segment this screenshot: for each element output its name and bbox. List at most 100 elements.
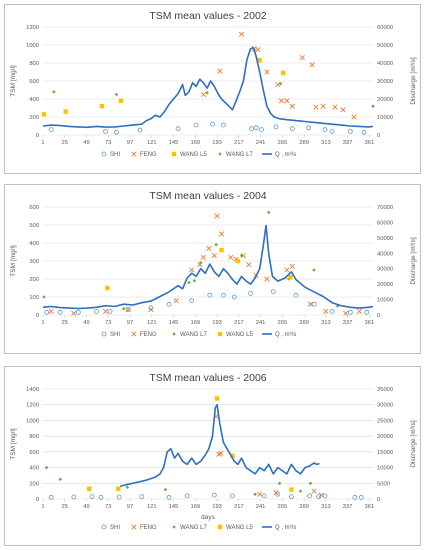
data-point-wang-l7 bbox=[52, 90, 56, 94]
y-tick-label: 0 bbox=[36, 133, 39, 139]
x-tick-label: 1 bbox=[41, 320, 44, 326]
data-point-shi bbox=[307, 493, 312, 499]
series-shi bbox=[48, 491, 364, 500]
y-axis-label: TSM [mg/l] bbox=[10, 65, 17, 97]
data-point-shi bbox=[175, 126, 181, 132]
data-point-feng bbox=[318, 492, 324, 498]
data-point-shi bbox=[361, 129, 367, 135]
legend-item-feng: FENG bbox=[131, 524, 157, 531]
x-tick-label: 289 bbox=[299, 504, 309, 510]
data-point-feng bbox=[289, 263, 295, 270]
y2-tick-label: 70000 bbox=[377, 205, 393, 211]
data-point-feng bbox=[102, 308, 109, 315]
data-point-feng bbox=[218, 231, 225, 237]
data-point-feng bbox=[289, 103, 295, 109]
x-tick-label: 145 bbox=[169, 320, 179, 326]
data-point-feng bbox=[211, 252, 217, 259]
data-point-shi bbox=[75, 309, 81, 315]
data-point-shi bbox=[125, 307, 131, 312]
y2-tick-label: 20000 bbox=[377, 434, 393, 440]
data-point-wang-l7 bbox=[312, 268, 316, 272]
data-point-wang-l7 bbox=[239, 253, 244, 258]
data-point-wang-l7 bbox=[205, 90, 209, 95]
data-point-shi bbox=[230, 493, 235, 499]
chart-panel-2006: TSM mean values - 2006 0 200 400 600 800 1000 1… bbox=[4, 366, 421, 546]
chart-panel-2004: TSM mean values - 2004 0 100 200 300 400 500 60… bbox=[4, 184, 421, 354]
y-tick-label: 100 bbox=[29, 295, 39, 301]
chart-2002-svg: TSM mean values - 2002 0 200 400 600 800 1000 1… bbox=[10, 10, 417, 158]
data-point-shi bbox=[166, 495, 172, 500]
data-point-feng bbox=[218, 450, 224, 457]
data-point-feng bbox=[264, 69, 270, 75]
data-point-feng bbox=[71, 310, 77, 316]
y-tick-label: 600 bbox=[29, 79, 39, 85]
data-point-shi bbox=[210, 121, 215, 127]
x-tick-label: 73 bbox=[105, 140, 111, 146]
y2-tick-label: 20000 bbox=[377, 97, 393, 103]
data-point-shi bbox=[211, 492, 217, 498]
x-tick-label: 1 bbox=[41, 504, 44, 510]
data-point-wang-l7 bbox=[278, 81, 283, 86]
data-point-shi bbox=[114, 129, 119, 135]
y-tick-label: 1200 bbox=[26, 403, 39, 409]
x-tick-label: 193 bbox=[212, 504, 222, 510]
y2-tick-label: 60000 bbox=[377, 25, 393, 31]
legend-item-wang-l7: WANG L7 bbox=[172, 525, 207, 531]
data-point-feng bbox=[351, 114, 357, 120]
data-point-feng bbox=[125, 306, 131, 313]
series-shi bbox=[48, 121, 367, 135]
data-point-shi bbox=[275, 491, 281, 497]
data-point-shi bbox=[207, 292, 213, 298]
legend-label: WANG L5 bbox=[226, 525, 253, 531]
y-tick-label: 1000 bbox=[26, 43, 39, 49]
y2-axis-label: Discharge [m³/s] bbox=[410, 420, 417, 468]
data-point-shi bbox=[221, 292, 226, 298]
data-point-feng bbox=[275, 81, 281, 88]
x-tick-label: 361 bbox=[365, 504, 375, 510]
series-q-m-s bbox=[119, 403, 320, 488]
x-tick-label: 241 bbox=[256, 320, 266, 326]
x-tick-label: 289 bbox=[299, 140, 309, 146]
data-point-shi bbox=[94, 309, 99, 314]
data-point-wang-l7 bbox=[277, 481, 282, 486]
y-tick-label: 400 bbox=[29, 97, 39, 103]
x-tick-label: 169 bbox=[190, 320, 200, 326]
x-tick-label: 145 bbox=[169, 504, 179, 510]
y2-tick-label: 30000 bbox=[377, 267, 393, 273]
data-point-shi bbox=[116, 494, 122, 500]
data-point-shi bbox=[184, 493, 190, 499]
x-tick-label: 313 bbox=[321, 504, 331, 510]
x-tick-label: 337 bbox=[343, 504, 353, 510]
y2-tick-label: 15000 bbox=[377, 450, 393, 456]
data-point-feng bbox=[173, 297, 179, 304]
series-q-m-s bbox=[42, 224, 374, 310]
series-wang-l7 bbox=[52, 81, 375, 108]
y-tick-label: 0 bbox=[36, 497, 39, 503]
data-point-wang-l7 bbox=[58, 477, 63, 482]
legend-label: SHI bbox=[110, 332, 120, 338]
data-point-wang-l5 bbox=[289, 487, 294, 492]
y2-tick-label: 30000 bbox=[377, 79, 393, 85]
y-tick-label: 1400 bbox=[26, 387, 39, 393]
y2-tick-label: 50000 bbox=[377, 43, 393, 49]
data-point-wang-l7 bbox=[298, 489, 303, 493]
data-point-feng bbox=[313, 104, 319, 110]
chart-title: TSM mean values - 2002 bbox=[149, 10, 266, 22]
legend-label: WANG L7 bbox=[180, 525, 207, 531]
data-point-feng bbox=[200, 91, 207, 98]
x-tick-label: 25 bbox=[62, 320, 68, 326]
data-point-wang-l7 bbox=[266, 210, 271, 215]
x-tick-label: 169 bbox=[190, 140, 200, 146]
data-point-wang-l7 bbox=[121, 306, 126, 311]
y-tick-label: 200 bbox=[29, 481, 39, 487]
data-point-shi bbox=[289, 126, 295, 132]
data-point-wang-l5 bbox=[288, 275, 293, 280]
data-point-wang-l5 bbox=[257, 58, 262, 63]
legend-marker bbox=[172, 332, 176, 336]
legend-label: WANG L5 bbox=[226, 332, 253, 338]
legend-label: WANG L7 bbox=[180, 332, 207, 338]
data-point-shi bbox=[98, 495, 104, 500]
data-point-shi bbox=[329, 129, 335, 134]
data-point-shi bbox=[71, 494, 77, 500]
data-point-shi bbox=[289, 494, 294, 500]
